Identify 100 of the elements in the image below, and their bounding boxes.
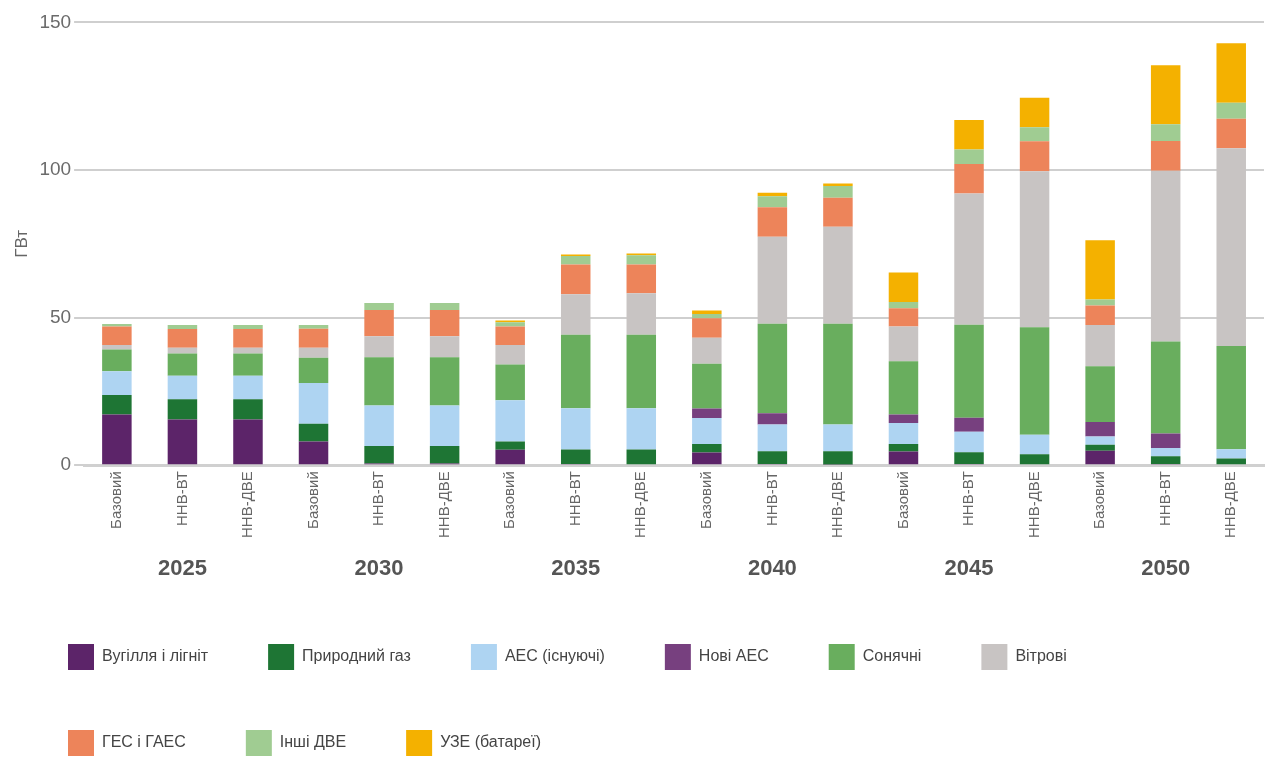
bar	[1216, 345, 1246, 450]
bar	[1150, 141, 1181, 171]
bar	[298, 423, 329, 442]
bar	[692, 408, 722, 418]
bar	[1019, 97, 1050, 128]
bar	[1216, 118, 1246, 149]
bar	[823, 185, 853, 198]
text: 2050	[1141, 555, 1191, 581]
bar	[1085, 422, 1115, 437]
bar	[495, 441, 525, 450]
bar	[692, 318, 722, 338]
bar	[167, 347, 198, 354]
bar	[757, 451, 788, 464]
bar	[102, 394, 132, 415]
text: 2040	[747, 555, 797, 581]
bar	[102, 414, 132, 465]
bar	[888, 414, 919, 423]
bar	[364, 405, 394, 446]
bar	[1085, 444, 1115, 451]
bar	[495, 400, 525, 442]
bar	[823, 451, 853, 465]
bar	[233, 419, 263, 465]
x-tick-label: ННВ-ВТ	[1155, 471, 1173, 527]
x-tick-label: Базовий	[500, 471, 518, 529]
x-tick-label: Базовий	[696, 471, 714, 529]
bar	[626, 334, 657, 409]
bar	[167, 419, 198, 465]
bar	[1216, 43, 1246, 103]
bar	[888, 301, 919, 309]
bar	[495, 364, 525, 401]
bar	[298, 441, 329, 465]
bar	[1150, 433, 1181, 449]
legend-label: Вітрові	[1015, 647, 1067, 665]
bar	[495, 345, 525, 365]
bar	[1216, 449, 1246, 459]
bar	[1085, 240, 1115, 300]
legend-label: ГЕС і ГАЕС	[102, 733, 186, 751]
bar	[1085, 436, 1115, 445]
bar	[757, 207, 788, 237]
bar	[1019, 327, 1050, 435]
bar	[692, 363, 722, 409]
bar	[626, 255, 657, 265]
bar	[954, 417, 984, 432]
bar	[429, 336, 460, 358]
x-tick-label: ННВ-ДВЕ	[434, 471, 452, 539]
x-tick-label: ННВ-ВТ	[959, 471, 977, 527]
bar	[560, 408, 591, 450]
legend-label: АЕС (існуючі)	[504, 647, 605, 665]
bar	[560, 255, 591, 265]
x-tick-label: ННВ-ВТ	[565, 471, 583, 527]
bar	[102, 349, 132, 372]
bar	[1019, 127, 1050, 142]
y-tick-label: 50	[49, 305, 72, 327]
text: 2025	[157, 555, 207, 581]
bar	[560, 449, 591, 464]
y-axis-title: ГВт	[11, 229, 31, 258]
bar	[364, 303, 394, 310]
bar	[429, 303, 460, 310]
bar	[1085, 366, 1115, 423]
x-tick-label: Базовий	[893, 471, 911, 529]
legend-label: Вугілля і лігніт	[102, 647, 209, 665]
y-tick-label: 150	[39, 10, 72, 32]
x-tick-label: ННВ-ДВЕ	[631, 471, 649, 539]
bar	[692, 310, 722, 315]
bar	[1150, 341, 1181, 434]
x-tick-label: Базовий	[303, 471, 321, 529]
bar	[233, 347, 263, 354]
bar	[429, 357, 460, 406]
bar	[954, 149, 984, 165]
x-tick-label: ННВ-ВТ	[172, 471, 190, 527]
x-tick-label: Базовий	[107, 471, 125, 529]
bar	[233, 375, 263, 400]
bar	[233, 399, 263, 420]
bar	[167, 399, 198, 420]
x-tick-label: ННВ-ВТ	[762, 471, 780, 527]
text: 2030	[354, 555, 404, 581]
bar	[692, 417, 722, 444]
x-tick-label: ННВ-ДВЕ	[828, 471, 846, 539]
bar	[888, 451, 919, 465]
bar	[888, 326, 919, 362]
bar	[298, 324, 329, 329]
bar	[823, 197, 853, 227]
bar	[1216, 458, 1246, 465]
bar	[1019, 434, 1050, 455]
bar	[1019, 454, 1050, 465]
bar	[1085, 450, 1115, 465]
bar	[692, 443, 722, 453]
bar	[888, 308, 919, 327]
y-tick-label: 100	[39, 158, 72, 180]
bar	[298, 328, 329, 348]
bar	[560, 334, 591, 409]
bar	[888, 443, 919, 452]
x-tick-label: ННВ-ДВЕ	[1024, 471, 1042, 539]
bar	[167, 324, 198, 330]
bar	[954, 431, 984, 453]
bar	[954, 120, 984, 150]
bar	[102, 345, 132, 350]
y-tick-label: 0	[60, 453, 72, 475]
bar	[1085, 305, 1115, 325]
bar	[757, 413, 788, 425]
